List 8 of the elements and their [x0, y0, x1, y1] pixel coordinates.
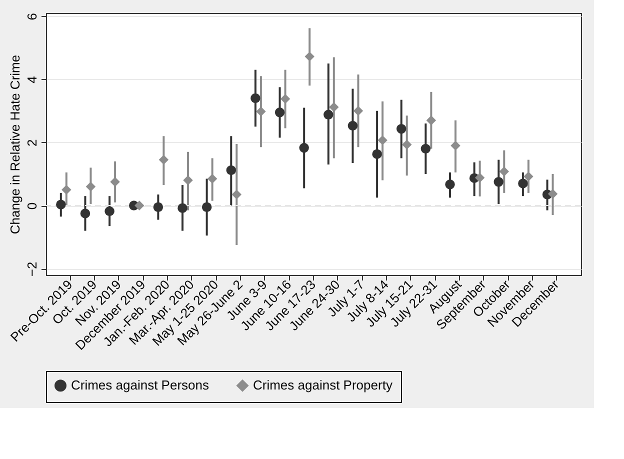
y-tick-label: 4	[24, 76, 40, 84]
y-tick-label: 6	[24, 13, 40, 20]
y-tick-label: 0	[24, 202, 40, 210]
legend-label: Crimes against Property	[253, 378, 393, 393]
y-axis-title: Change in Relative Hate Crime	[8, 54, 22, 234]
y-tick-label: 2	[24, 139, 40, 147]
y-tick-label: −2	[24, 262, 40, 277]
legend-label: Crimes against Persons	[71, 378, 210, 393]
